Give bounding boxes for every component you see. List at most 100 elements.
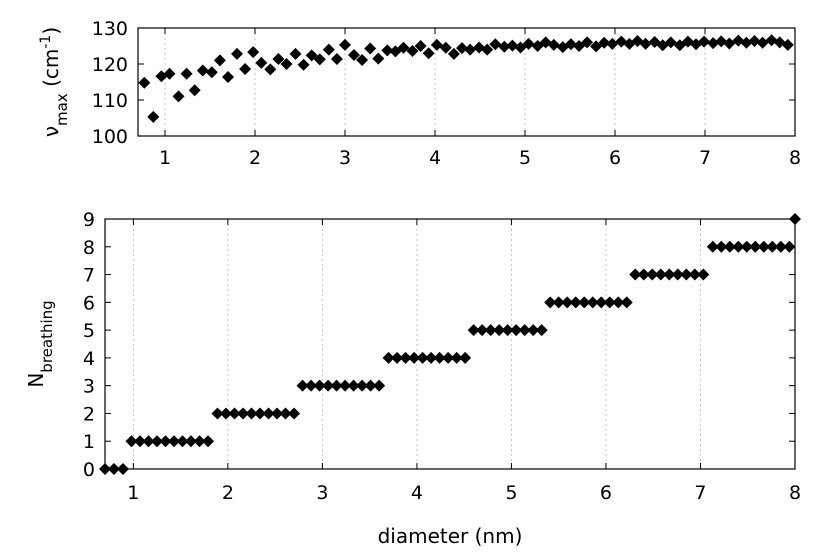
data-point [442,351,455,364]
bottom-y-axis-label: Nbreathing [24,300,56,387]
data-point [476,324,489,337]
data-point [247,46,260,59]
bottom-x-axis-label: diameter (nm) [378,524,523,548]
data-point [706,240,719,253]
data-point [296,379,309,392]
data-point [373,379,386,392]
data-point [498,40,511,53]
data-point [748,34,761,47]
x-tick-label: 5 [519,147,531,169]
data-point [766,240,779,253]
data-point [501,324,514,337]
x-tick-label: 5 [505,482,517,504]
y-tick-label: 4 [83,348,95,370]
data-point [313,379,326,392]
data-point [356,379,369,392]
data-point [391,351,404,364]
x-tick-label: 8 [789,147,801,169]
top-ticks [138,27,796,137]
data-point [193,435,206,448]
data-point [688,268,701,281]
data-point [188,84,201,97]
data-point [459,351,472,364]
data-point [654,268,667,281]
bottom-gridlines [132,219,701,469]
data-point [518,324,531,337]
data-point [356,54,369,67]
data-point [430,38,443,51]
data-point [723,37,736,50]
x-tick-label: 2 [249,147,261,169]
data-point [288,407,301,420]
data-point [447,47,460,60]
data-point [163,67,176,80]
data-point [757,240,770,253]
data-point [271,407,284,420]
y-tick-label: 7 [83,265,95,287]
data-point [680,268,693,281]
data-point [172,90,185,103]
data-point [205,66,218,79]
data-point [408,351,421,364]
data-point [639,37,652,50]
data-point [781,38,794,51]
data-point [406,45,419,58]
data-point [262,407,275,420]
data-point [416,351,429,364]
data-point [264,63,277,76]
data-point [142,435,155,448]
bottom-x-tick-labels: 1 2 3 4 5 6 7 8 [127,482,801,504]
bottom-panel: 1 2 3 4 5 6 7 8 0 1 2 3 4 5 6 7 8 9 Nbreathing diameter … [24,209,801,548]
data-point [348,49,360,61]
data-point [322,43,335,56]
x-tick-label: 8 [789,482,801,504]
data-point [595,296,608,309]
y-tick-label: 110 [92,90,128,112]
data-point [481,43,494,56]
x-tick-label: 7 [694,482,706,504]
data-point [612,296,625,309]
data-point [185,435,198,448]
data-point [484,324,497,337]
data-point [527,324,540,337]
bottom-data-points [99,213,801,475]
data-point [150,435,163,448]
y-tick-label: 0 [83,459,95,481]
y-tick-label: 5 [83,320,95,342]
top-panel: 1 2 3 4 5 6 7 8 100 110 120 130 νmax (cm-1) [38,18,801,169]
data-point [372,52,385,65]
data-point [756,36,769,49]
data-point [569,296,582,309]
y-tick-label: 6 [83,292,95,314]
data-point [425,351,438,364]
data-point [176,435,189,448]
data-point [603,296,616,309]
data-point [159,435,172,448]
top-y-tick-labels: 100 110 120 130 [92,18,128,148]
top-plot-frame [137,27,796,137]
data-point [364,379,377,392]
data-point [339,38,351,51]
y-tick-label: 100 [92,126,128,148]
data-point [732,240,745,253]
data-point [740,36,753,49]
data-point [330,52,343,65]
data-point [138,76,151,89]
data-point [740,240,753,253]
data-point [749,240,762,253]
x-tick-label: 2 [222,482,234,504]
data-point [245,407,258,420]
data-point [399,351,412,364]
data-point [586,296,599,309]
data-point [450,351,463,364]
x-tick-label: 6 [600,482,612,504]
data-point [510,324,523,337]
x-tick-label: 6 [609,147,621,169]
top-data-points [138,34,794,123]
data-point [382,351,395,364]
top-gridlines [164,28,706,136]
y-tick-label: 2 [83,403,95,425]
data-point [211,407,224,420]
x-tick-label: 1 [127,482,139,504]
